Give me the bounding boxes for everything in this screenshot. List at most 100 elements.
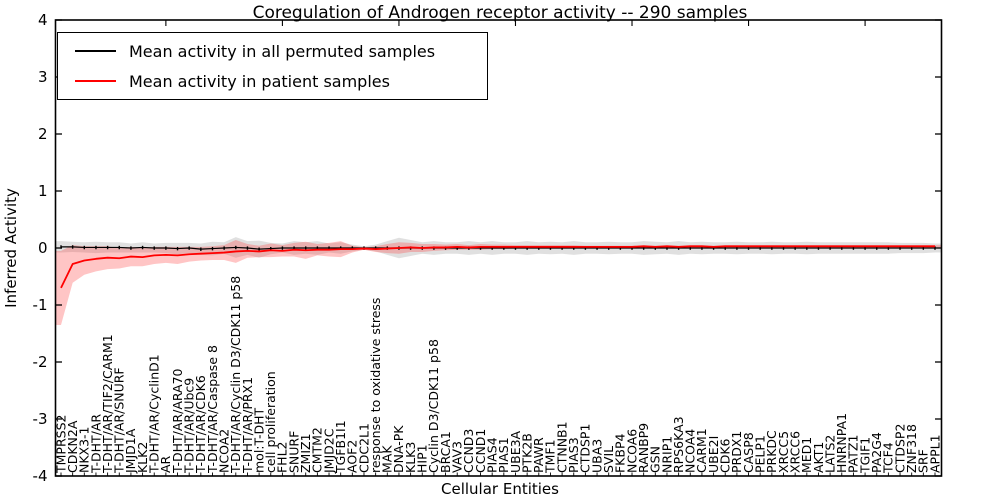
x-category-label: CTDSP2 — [892, 424, 907, 473]
x-category-label: AOF2 — [345, 440, 360, 473]
permuted-mean-marker — [910, 246, 913, 250]
x-category-label: XRCC6 — [787, 431, 802, 473]
x-category-label: PIAS1 — [496, 437, 511, 473]
x-category-label: T-DHT/AR/Ubc9 — [181, 378, 196, 474]
x-category-label: RPS6KA3 — [671, 416, 686, 473]
y-tick-label: -1 — [33, 296, 48, 314]
x-category-label: HNRNPA1 — [834, 413, 849, 473]
y-tick-label: -2 — [33, 353, 48, 371]
x-category-label: CTDSP1 — [578, 424, 593, 473]
permuted-mean-marker — [538, 246, 540, 250]
x-category-label: PRKDC — [764, 430, 779, 473]
x-category-label: T-DHT/AR/Caspase 8 — [205, 345, 220, 474]
x-category-label: JMJD2C — [321, 428, 336, 474]
permuted-mean-marker — [328, 246, 330, 250]
permuted-mean-marker — [60, 245, 62, 249]
patient-mean-line — [60, 245, 935, 289]
patient-line-sample-icon — [75, 80, 116, 82]
x-category-label: FKBP4 — [613, 433, 628, 473]
x-category-label: PAWR — [531, 437, 546, 473]
permuted-mean-marker — [211, 246, 214, 251]
permuted-mean-marker — [631, 246, 633, 250]
permuted-mean-marker — [130, 246, 132, 250]
x-category-label: T-DHT/AR/SNURF — [112, 367, 127, 474]
patient-confidence-band — [55, 240, 942, 325]
permuted-mean-marker — [491, 246, 493, 250]
permuted-mean-marker — [829, 246, 831, 250]
permuted-mean-marker — [281, 246, 284, 250]
permuted-mean-marker — [83, 245, 86, 250]
permuted-mean-marker — [293, 246, 295, 250]
x-category-label: T-DHT/AR/PRX1 — [240, 377, 255, 474]
x-category-label: TGIF1 — [857, 437, 872, 474]
x-category-label: CDKN2A — [65, 420, 80, 473]
permuted-mean-marker — [771, 246, 773, 250]
permuted-mean-marker — [677, 246, 680, 250]
permuted-mean-marker — [736, 246, 738, 250]
x-category-label: SRF — [916, 449, 931, 473]
legend-entry-patient: Mean activity in patient samples — [58, 66, 487, 96]
permuted-mean-marker — [596, 246, 598, 250]
permuted-mean-marker — [200, 247, 202, 251]
x-category-label: TMPRSS2 — [53, 415, 68, 474]
x-category-label: CCND1 — [473, 429, 488, 473]
permuted-mean-marker — [817, 246, 820, 250]
y-tick-label: 0 — [38, 239, 48, 257]
x-category-label: AR — [158, 455, 173, 473]
x-category-label: AKT1 — [811, 442, 826, 473]
permuted-mean-marker — [584, 246, 587, 250]
x-category-label: Cyclin D3/CDK11 p58 — [426, 339, 441, 473]
permuted-mean-marker — [95, 245, 97, 250]
permuted-mean-marker — [654, 246, 657, 250]
permuted-mean-marker — [176, 246, 179, 251]
plot-frame — [54, 19, 943, 477]
x-category-label: TGFB1I1 — [333, 420, 348, 474]
x-category-label: PIAS4 — [484, 437, 499, 473]
x-category-label: KLK3 — [403, 442, 418, 473]
permuted-mean-marker — [316, 246, 319, 250]
permuted-mean-marker — [479, 246, 482, 250]
permuted-mean-marker — [188, 246, 190, 250]
permuted-mean-marker — [922, 246, 925, 250]
legend-label-patient: Mean activity in patient samples — [129, 71, 390, 91]
x-category-label: APPL1 — [927, 434, 942, 473]
permuted-mean-marker — [759, 246, 761, 250]
permuted-mean-marker — [794, 246, 796, 250]
permuted-mean-marker — [806, 246, 808, 250]
permuted-mean-marker — [549, 246, 552, 250]
y-tick-label: 1 — [38, 182, 48, 200]
x-category-label: PTK2B — [519, 433, 534, 473]
x-category-label: UBA3 — [589, 439, 604, 473]
x-category-label: XRCC5 — [776, 431, 791, 473]
x-category-label: LATS2 — [822, 435, 837, 473]
x-category-label: CMTM2 — [310, 427, 325, 473]
permuted-mean-marker — [852, 246, 855, 250]
x-category-label: CTNNB1 — [554, 421, 569, 473]
x-category-label: FHL2 — [275, 441, 290, 473]
permuted-mean-marker — [223, 246, 225, 250]
x-category-label: SNURF — [286, 431, 301, 473]
permuted-mean-marker — [573, 246, 575, 250]
x-category-label: ZNF318 — [904, 424, 919, 473]
permuted-mean-marker — [351, 246, 354, 250]
x-category-label: UBE2I — [706, 436, 721, 473]
permuted-mean-marker — [118, 245, 120, 250]
y-tick-label: -4 — [33, 467, 48, 485]
x-category-label: NCOA6 — [624, 429, 639, 473]
permuted-mean-marker — [712, 246, 715, 250]
x-category-label: PRDX1 — [729, 431, 744, 473]
x-category-label: TCF4 — [881, 442, 896, 474]
x-category-label: UBE3A — [508, 430, 523, 473]
x-category-label: JMJD1A — [123, 428, 138, 474]
x-category-label: PATZ1 — [846, 435, 861, 473]
legend-label-permuted: Mean activity in all permuted samples — [129, 41, 436, 61]
permuted-mean-marker — [876, 246, 878, 250]
legend: Mean activity in all permuted samples Me… — [57, 32, 488, 100]
permuted-mean-marker — [724, 246, 726, 250]
x-category-label: T-DHT/AR/TIF2/CARM1 — [100, 334, 115, 474]
permuted-mean-marker — [782, 246, 785, 250]
x-category-label: MAK — [380, 445, 395, 473]
x-category-label: HIP1 — [415, 444, 430, 473]
